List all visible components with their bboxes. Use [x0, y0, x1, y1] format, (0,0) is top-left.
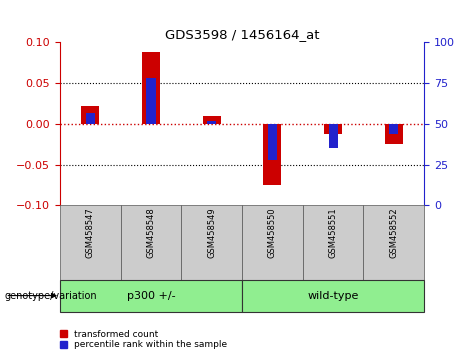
Bar: [81, 106, 100, 124]
Text: GSM458547: GSM458547: [86, 207, 95, 258]
Bar: [329, 124, 337, 148]
Bar: [242, 205, 303, 280]
Bar: [121, 205, 181, 280]
Bar: [60, 280, 242, 312]
Bar: [324, 124, 342, 134]
Bar: [363, 205, 424, 280]
Bar: [147, 78, 155, 124]
Bar: [303, 205, 363, 280]
Text: GSM458550: GSM458550: [268, 207, 277, 258]
Bar: [202, 116, 221, 124]
Bar: [86, 113, 95, 124]
Bar: [268, 124, 277, 160]
Title: GDS3598 / 1456164_at: GDS3598 / 1456164_at: [165, 28, 319, 41]
Text: p300 +/-: p300 +/-: [127, 291, 175, 301]
Bar: [242, 280, 424, 312]
Text: GSM458548: GSM458548: [147, 207, 155, 258]
Bar: [142, 52, 160, 124]
Bar: [60, 205, 121, 280]
Text: GSM458549: GSM458549: [207, 207, 216, 258]
Text: wild-type: wild-type: [307, 291, 359, 301]
Bar: [389, 124, 398, 134]
Bar: [181, 205, 242, 280]
Bar: [207, 121, 216, 124]
Legend: transformed count, percentile rank within the sample: transformed count, percentile rank withi…: [60, 330, 227, 349]
Text: genotype/variation: genotype/variation: [5, 291, 97, 301]
Bar: [263, 124, 282, 185]
Bar: [384, 124, 403, 144]
Text: GSM458552: GSM458552: [389, 207, 398, 258]
Text: GSM458551: GSM458551: [329, 207, 337, 258]
